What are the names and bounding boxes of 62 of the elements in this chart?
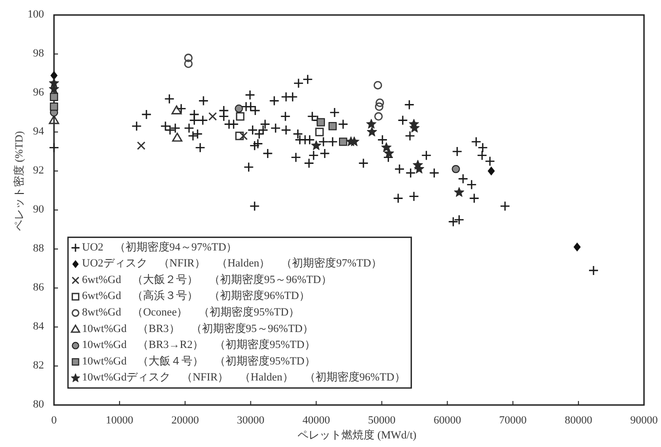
point: [48, 115, 60, 124]
point: [50, 92, 58, 101]
legend-label: UO2 （初期密度94～97%TD）: [82, 240, 238, 254]
x-tick-label: 60000: [434, 414, 462, 427]
point: [50, 70, 58, 80]
x-axis-title: ペレット燃焼度 (MWd/t): [298, 428, 417, 442]
legend-label: UO2ディスク （NFIR） （Halden） （初期密度97%TD）: [82, 256, 382, 270]
x-tick-label: 40000: [302, 414, 330, 427]
x-tick-label: 10000: [106, 414, 134, 427]
y-tick-label: 98: [33, 48, 44, 60]
legend-label: 10wt%Gd （大飯４号） （初期密度95%TD）: [82, 354, 316, 368]
point: [316, 118, 325, 126]
point: [374, 112, 383, 121]
point: [171, 105, 182, 114]
y-tick-label: 100: [28, 8, 44, 21]
point: [328, 122, 337, 130]
y-tick-label: 90: [33, 204, 44, 216]
y-tick-label: 80: [33, 398, 44, 411]
y-tick-label: 86: [33, 282, 44, 294]
point: [236, 112, 244, 121]
point: [574, 242, 581, 252]
y-tick-label: 96: [33, 86, 44, 99]
legend-label: 10wt%Gd （BR3→R2） （初期密度95%TD）: [82, 338, 316, 352]
legend-label: 6wt%Gd （高浜３号） （初期密度96%TD）: [82, 289, 310, 302]
point: [172, 132, 182, 142]
x-tick-label: 0: [51, 414, 58, 427]
point: [376, 98, 384, 107]
point: [136, 141, 146, 150]
y-tick-label: 82: [33, 360, 44, 372]
x-tick-label: 80000: [564, 414, 593, 427]
point: [50, 102, 58, 111]
legend-label: 10wt%Gdディスク （NFIR） （Halden） （初期密度96%TD）: [82, 370, 406, 384]
legend-label: 8wt%Gd （Oconee） （初期密度95%TD）: [82, 306, 300, 319]
point: [366, 126, 378, 136]
y-tick-label: 84: [33, 320, 44, 333]
point: [184, 54, 193, 62]
x-tick-label: 20000: [171, 414, 200, 427]
point: [311, 140, 322, 150]
point: [184, 60, 193, 68]
point: [488, 166, 495, 176]
point: [315, 128, 324, 136]
point: [208, 112, 217, 121]
point: [454, 187, 464, 197]
legend-label: 10wt%Gd （BR3） （初期密度95～96%TD）: [82, 322, 314, 335]
point: [234, 104, 243, 113]
point: [374, 102, 384, 111]
x-tick-label: 90000: [630, 414, 658, 427]
y-axis-title: ペレット密度 (%TD): [12, 130, 26, 231]
point: [384, 148, 394, 158]
point: [339, 138, 348, 146]
y-tick-label: 88: [33, 242, 44, 255]
point: [452, 164, 460, 174]
point: [374, 80, 382, 90]
x-tick-label: 50000: [368, 414, 396, 427]
x-tick-label: 70000: [499, 414, 528, 427]
x-tick-label: 30000: [236, 414, 265, 427]
point: [349, 136, 360, 146]
point: [235, 132, 244, 140]
legend-label: 6wt%Gd （大飯２号） （初期密度95～96%TD）: [82, 272, 332, 286]
y-tick-label: 94: [33, 126, 44, 138]
y-tick-label: 92: [33, 164, 44, 177]
point: [366, 118, 376, 129]
